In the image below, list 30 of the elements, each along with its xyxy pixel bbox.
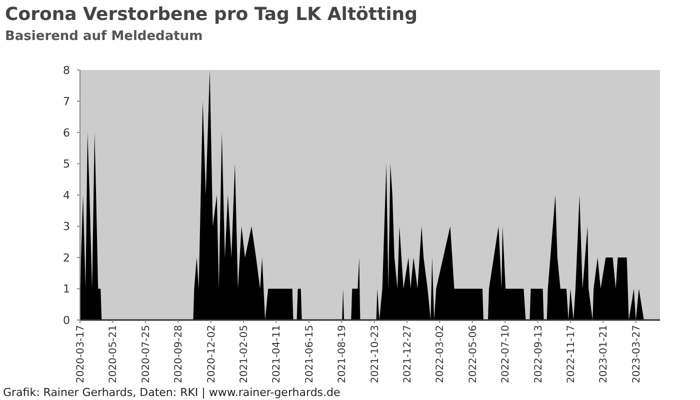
y-tick-label: 1: [63, 282, 70, 296]
x-tick-label: 2021-12-27: [402, 325, 414, 384]
x-tick-label: 2020-12-02: [206, 325, 218, 384]
x-tick-label: 2022-03-02: [435, 325, 446, 384]
x-tick-label: 2020-05-21: [108, 325, 120, 384]
y-tick-label: 8: [63, 64, 70, 77]
x-tick-label: 2023-03-27: [631, 325, 642, 384]
x-tick-label: 2020-09-28: [174, 325, 185, 384]
x-tick-label: 2022-09-13: [533, 325, 544, 384]
chart-subtitle: Basierend auf Meldedatum: [5, 29, 203, 44]
x-tick-label: 2021-04-11: [272, 325, 283, 384]
y-tick-label: 5: [63, 158, 70, 171]
y-tick-label: 7: [63, 95, 70, 108]
y-tick-label: 6: [63, 126, 70, 140]
text: Grafik: Rainer Gerhards, Daten: RKI | www.rainer-gerhards.de: [3, 386, 341, 399]
x-tick-label: 2021-10-23: [370, 325, 381, 384]
y-tick-label: 0: [63, 314, 70, 327]
x-tick-label: 2021-08-19: [337, 325, 348, 384]
x-tick-label: 2021-02-05: [238, 325, 250, 384]
x-tick-label: 2023-01-21: [598, 325, 610, 384]
x-tick-label: 2020-03-17: [76, 325, 86, 384]
x-tick-label: 2022-05-06: [468, 325, 479, 384]
y-tick-label: 4: [63, 188, 70, 202]
x-tick-label: 2020-07-25: [140, 325, 152, 384]
y-tick-label: 2: [63, 251, 70, 264]
x-tick-label: 2021-06-15: [304, 325, 316, 384]
x-tick-label: 2022-11-17: [566, 325, 577, 384]
y-tick-label: 3: [63, 220, 70, 234]
chart-title: Corona Verstorbene pro Tag LK Altötting: [5, 4, 418, 25]
x-tick-label: 2022-07-10: [500, 325, 512, 384]
